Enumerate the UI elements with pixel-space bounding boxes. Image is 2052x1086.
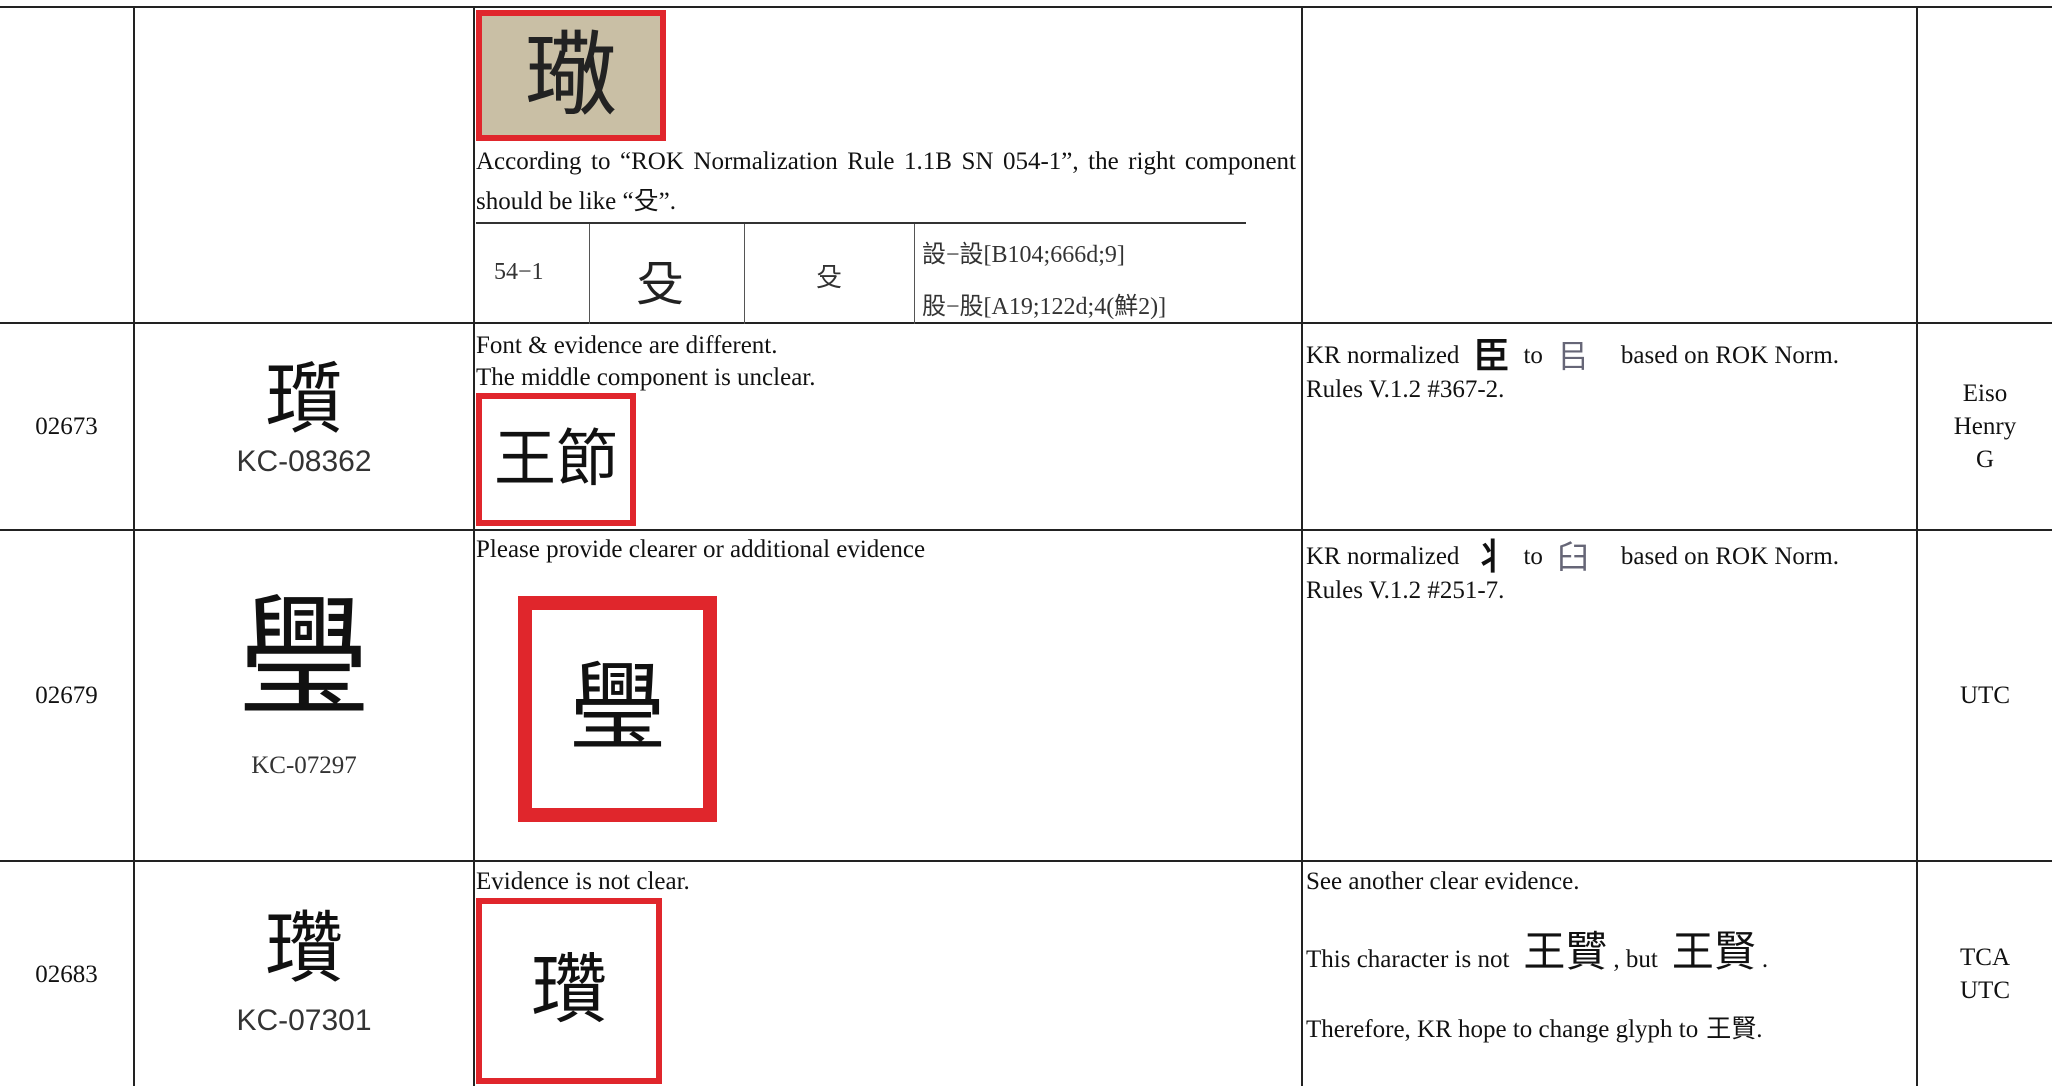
note-text: . [1756, 1016, 1763, 1043]
response-glyph: 㠯 [1556, 338, 1589, 374]
evidence-glyph: 瓚 [531, 949, 607, 1033]
reviewer: Eiso [1962, 379, 2008, 407]
rule-normal: 殳 [816, 263, 843, 292]
reviewer: UTC [1960, 681, 2010, 709]
evidence-glyph: 璥 [524, 24, 617, 127]
note-glyph: 王贒 [1523, 930, 1608, 976]
comment: Evidence is not clear. [476, 868, 690, 895]
comment: According to “ROK Normalization Rule 1.1… [476, 148, 1296, 215]
note-text: . [1761, 946, 1769, 973]
rule-table-line [744, 224, 745, 324]
response: KR normalized ⺦ to 臼 based on ROK Norm. [1306, 537, 1839, 577]
row-id: 02673 [35, 413, 98, 440]
rule-table: 54−1 殳 殳 設−設[B104;666d;9] 股−股[A19;122d;4(鮮2)… [476, 222, 1246, 324]
rule-table-line [914, 224, 915, 324]
rule-example: 設−設[B104;666d;9] [922, 242, 1125, 268]
code-label: KC-08362 [236, 445, 372, 478]
row-line [0, 529, 2052, 531]
note: This character is not 王贒, but 王賢. [1306, 930, 1768, 976]
response-text: KR normalized [1306, 543, 1460, 570]
row-line [0, 6, 2052, 8]
evidence-glyph: 璺 [569, 655, 666, 762]
evidence-image: 璥 [476, 10, 666, 141]
note-glyph: 王賢 [1706, 1016, 1757, 1043]
col-line [1916, 6, 1918, 1086]
response-text: Rules V.1.2 #367-2. [1306, 376, 1505, 403]
row-id: 02683 [35, 961, 98, 988]
note-glyph: 王賢 [1671, 930, 1756, 976]
code-glyph: 瓆 [264, 356, 343, 443]
note-text: , but [1613, 946, 1658, 973]
comment: Font & evidence are different. [476, 332, 778, 359]
response-text: KR normalized [1306, 342, 1460, 369]
rule-form: 殳 [636, 258, 685, 311]
code-label: KC-07297 [251, 752, 357, 779]
note-text: This character is not [1306, 946, 1510, 973]
rule-example: 股−股[A19;122d;4(鮮2)] [922, 294, 1167, 320]
rule-number: 54−1 [494, 259, 544, 285]
code-label: KC-07301 [236, 1004, 372, 1037]
response-glyph: 臣 [1473, 336, 1510, 376]
response-glyph: 臼 [1556, 539, 1589, 575]
col-line [133, 6, 135, 1086]
note-text: Therefore, KR hope to change glyph to [1306, 1016, 1699, 1043]
col-line [1301, 6, 1303, 1086]
response: KR normalized 臣 to 㠯 based on ROK Norm. [1306, 336, 1839, 376]
row-line [0, 322, 2052, 324]
comment: The middle component is unclear. [476, 364, 816, 391]
rule-table-line [589, 224, 590, 324]
reviewer: G [1975, 445, 1995, 473]
response-text: Rules V.1.2 #251-7. [1306, 577, 1505, 604]
note: Therefore, KR hope to change glyph to 王賢. [1306, 1014, 1763, 1046]
reviewer: UTC [1960, 977, 2010, 1004]
col-line [473, 6, 475, 1086]
response-glyph: ⺦ [1473, 537, 1510, 577]
response-text: based on ROK Norm. [1620, 543, 1839, 570]
code-glyph: 瓚 [264, 905, 343, 992]
evidence-glyph: 王節 [493, 425, 618, 494]
comment: Please provide clearer or additional evi… [476, 536, 926, 563]
evidence-image: 王節 [476, 393, 636, 526]
code-glyph: 璺 [238, 586, 370, 732]
row-id: 02679 [35, 682, 98, 709]
row-line [0, 860, 2052, 862]
response-text: to [1523, 543, 1543, 570]
reviewer: TCA [1960, 944, 2010, 971]
evidence-image: 璺 [518, 596, 717, 822]
evidence-image: 瓚 [476, 898, 662, 1084]
response-text: to [1523, 342, 1543, 369]
response-text: based on ROK Norm. [1620, 342, 1839, 369]
reviewer: Henry [1953, 412, 2017, 440]
note: See another clear evidence. [1306, 868, 1580, 895]
